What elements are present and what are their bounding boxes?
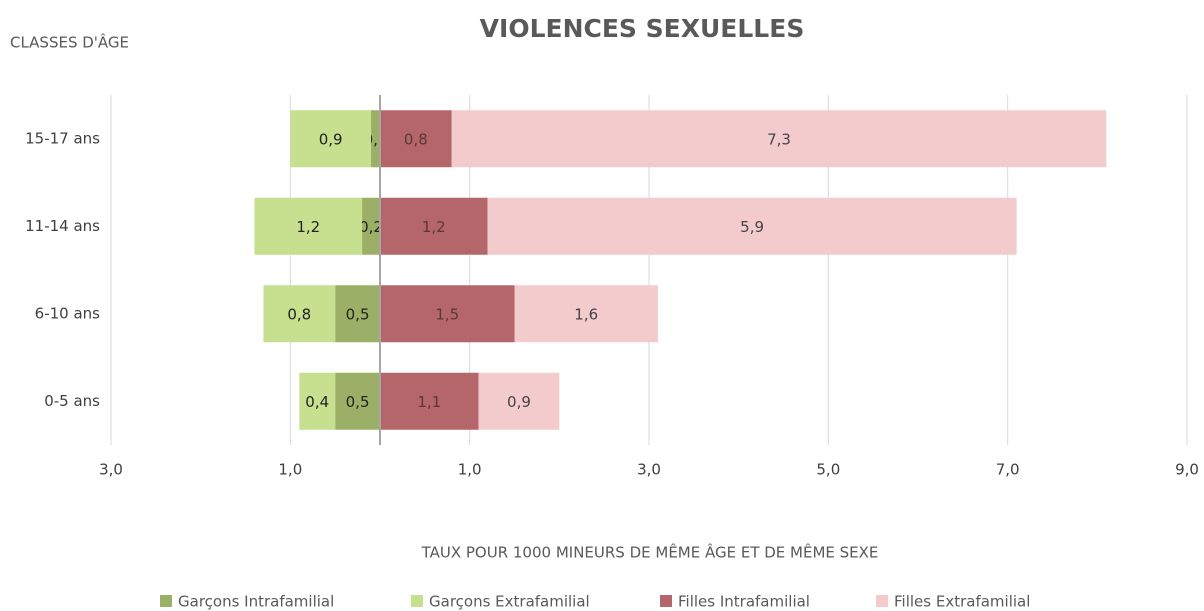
x-tick-label: 7,0 [996, 461, 1020, 479]
data-label: 1,2 [422, 218, 446, 236]
data-label: 0,8 [287, 305, 311, 323]
data-label: 1,1 [417, 393, 441, 411]
bar [478, 372, 560, 430]
bar [487, 197, 1017, 255]
x-tick-label: 3,0 [637, 461, 661, 479]
x-tick-label: 5,0 [816, 461, 840, 479]
bar [290, 110, 372, 168]
data-label: 0,5 [346, 393, 370, 411]
bar [514, 285, 658, 343]
data-label: 0,5 [346, 305, 370, 323]
y-tick-label: 11-14 ans [25, 217, 100, 235]
x-tick-label: 1,0 [278, 461, 302, 479]
legend-label: Filles Intrafamilial [678, 593, 810, 611]
legend-label: Filles Extrafamilial [894, 593, 1030, 611]
x-tick-label: 9,0 [1175, 461, 1199, 479]
bar [380, 110, 452, 168]
data-label: 0,8 [404, 130, 428, 148]
y-tick-label: 0-5 ans [44, 392, 100, 410]
legend-swatch [876, 595, 888, 607]
x-tick-label: 3,0 [99, 461, 123, 479]
y-tick-label: 6-10 ans [35, 304, 101, 322]
legend-swatch [160, 595, 172, 607]
bar [380, 372, 479, 430]
legend-label: Garçons Intrafamilial [178, 593, 334, 611]
bar [299, 372, 336, 430]
bar [451, 110, 1107, 168]
bar [263, 285, 336, 343]
y-axis-label: CLASSES D'ÂGE [10, 33, 129, 52]
bar [254, 197, 363, 255]
data-label: 7,3 [767, 130, 791, 148]
data-label: 0,9 [319, 130, 343, 148]
bar [380, 197, 488, 255]
bar [335, 372, 380, 430]
chart-title: VIOLENCES SEXUELLES [480, 14, 805, 43]
data-label: 5,9 [740, 218, 764, 236]
legend-label: Garçons Extrafamilial [429, 593, 590, 611]
data-label: 0,9 [507, 393, 531, 411]
bar [362, 197, 380, 255]
legend-swatch [411, 595, 423, 607]
data-label: 1,6 [574, 305, 598, 323]
x-tick-label: 1,0 [458, 461, 482, 479]
x-axis-label: TAUX POUR 1000 MINEURS DE MÊME ÂGE ET DE… [421, 543, 879, 562]
data-label: 0,4 [305, 393, 329, 411]
legend-swatch [660, 595, 672, 607]
bar [335, 285, 380, 343]
data-label: 1,5 [435, 305, 459, 323]
data-label: 1,2 [296, 218, 320, 236]
bar [371, 110, 380, 168]
bar [380, 285, 515, 343]
data-label: 0,2 [359, 218, 383, 236]
y-tick-label: 15-17 ans [25, 129, 100, 147]
